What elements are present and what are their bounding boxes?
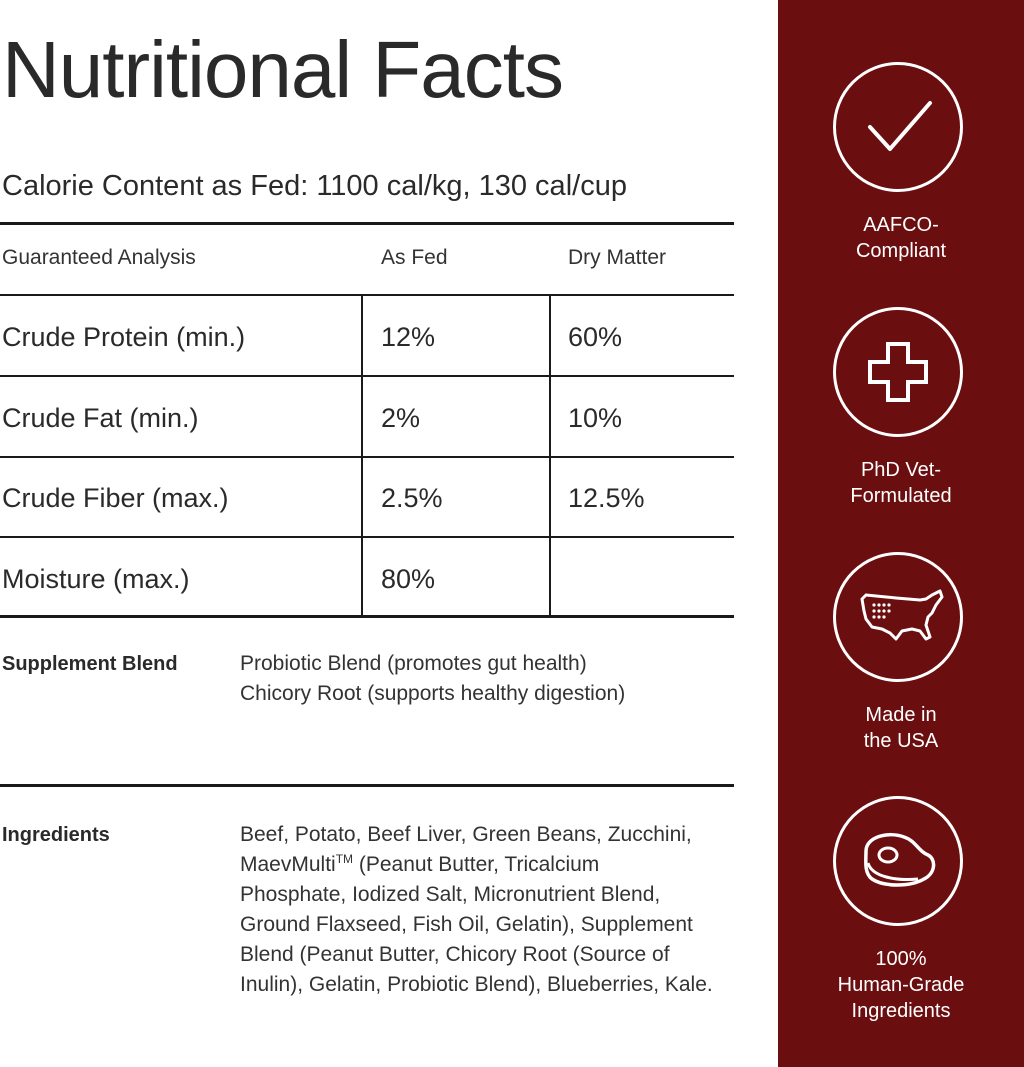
ingredients-line: Phosphate, Iodized Salt, Micronutrient B… xyxy=(240,883,661,906)
header-as-fed: As Fed xyxy=(381,246,448,269)
nutrient-name: Crude Fiber (max.) xyxy=(2,483,229,513)
ingredients-line: Beef, Potato, Beef Liver, Green Beans, Z… xyxy=(240,823,692,846)
medical-cross-icon xyxy=(833,307,963,437)
header-dry-matter: Dry Matter xyxy=(568,246,667,269)
badge-label-line: Human-Grade xyxy=(837,974,965,996)
supplement-line: Probiotic Blend (promotes gut health) xyxy=(240,652,587,675)
table-header-rule xyxy=(0,294,734,296)
steak-icon xyxy=(833,796,963,926)
row-rule xyxy=(0,375,734,377)
dry-matter-value: 10% xyxy=(568,403,623,433)
table-row: Crude Fiber (max.) 2.5% 12.5% xyxy=(0,457,734,537)
column-divider xyxy=(361,294,363,616)
as-fed-value: 12% xyxy=(381,322,436,352)
badge-label: Made in the USA xyxy=(778,702,1024,754)
as-fed-value: 2.5% xyxy=(381,483,443,513)
badge-label-line: 100% xyxy=(875,948,927,970)
page-title: Nutritional Facts xyxy=(2,25,564,114)
badge-label-line: PhD Vet- xyxy=(860,459,942,481)
supplement-text: Probiotic Blend (promotes gut health) Ch… xyxy=(240,649,625,709)
badge-label-line: Compliant xyxy=(855,240,947,262)
supplement-line: Chicory Root (supports healthy digestion… xyxy=(240,682,626,705)
section-rule xyxy=(0,784,734,787)
ingredients-line: Blend (Peanut Butter, Chicory Root (Sour… xyxy=(240,943,670,966)
table-row: Crude Fat (min.) 2% 10% xyxy=(0,377,734,457)
ingredients-text: Beef, Potato, Beef Liver, Green Beans, Z… xyxy=(240,820,730,1000)
calorie-content: Calorie Content as Fed: 1100 cal/kg, 130… xyxy=(2,170,627,202)
usa-map-icon xyxy=(833,552,963,682)
column-divider xyxy=(549,294,551,616)
ingredients-label: Ingredients xyxy=(2,824,110,846)
badge-label: AAFCO- Compliant xyxy=(778,212,1024,264)
brand-name: MaevMulti xyxy=(240,853,336,876)
badge-label-line: Formulated xyxy=(850,485,952,507)
nutrient-name: Crude Fat (min.) xyxy=(2,403,199,433)
badges-panel: AAFCO- Compliant PhD Vet- Formulated xyxy=(778,0,1024,1067)
ingredients-line: MaevMultiTM (Peanut Butter, Tricalcium xyxy=(240,850,730,880)
badge-label: 100% Human-Grade Ingredients xyxy=(778,946,1024,1024)
table-row: Crude Protein (min.) 12% 60% xyxy=(0,296,734,376)
table-row: Moisture (max.) 80% xyxy=(0,538,734,618)
header-guaranteed-analysis: Guaranteed Analysis xyxy=(2,246,196,269)
dry-matter-value: 12.5% xyxy=(568,483,645,513)
table-bottom-rule xyxy=(0,615,734,618)
trademark: TM xyxy=(335,852,354,866)
badge-label-line: the USA xyxy=(863,730,939,752)
table-top-rule xyxy=(0,222,734,225)
as-fed-value: 80% xyxy=(381,564,436,594)
as-fed-value: 2% xyxy=(381,403,421,433)
checkmark-icon xyxy=(833,62,963,192)
dry-matter-value: 60% xyxy=(568,322,623,352)
badge-label: PhD Vet- Formulated xyxy=(778,457,1024,509)
ingredients-line: Inulin), Gelatin, Probiotic Blend), Blue… xyxy=(240,973,713,996)
badge-label-line: Made in xyxy=(865,704,937,726)
row-rule xyxy=(0,456,734,458)
ingredients-line: Ground Flaxseed, Fish Oil, Gelatin), Sup… xyxy=(240,913,693,936)
nutrition-panel: Nutritional Facts Calorie Content as Fed… xyxy=(0,25,734,1000)
badge-label-line: AAFCO- xyxy=(863,214,939,236)
nutrient-name: Moisture (max.) xyxy=(2,564,190,594)
nutrient-name: Crude Protein (min.) xyxy=(2,322,246,352)
supplement-label: Supplement Blend xyxy=(2,653,178,675)
badge-label-line: Ingredients xyxy=(851,1000,951,1022)
ingredients-fragment: (Peanut Butter, Tricalcium xyxy=(353,853,600,876)
row-rule xyxy=(0,536,734,538)
